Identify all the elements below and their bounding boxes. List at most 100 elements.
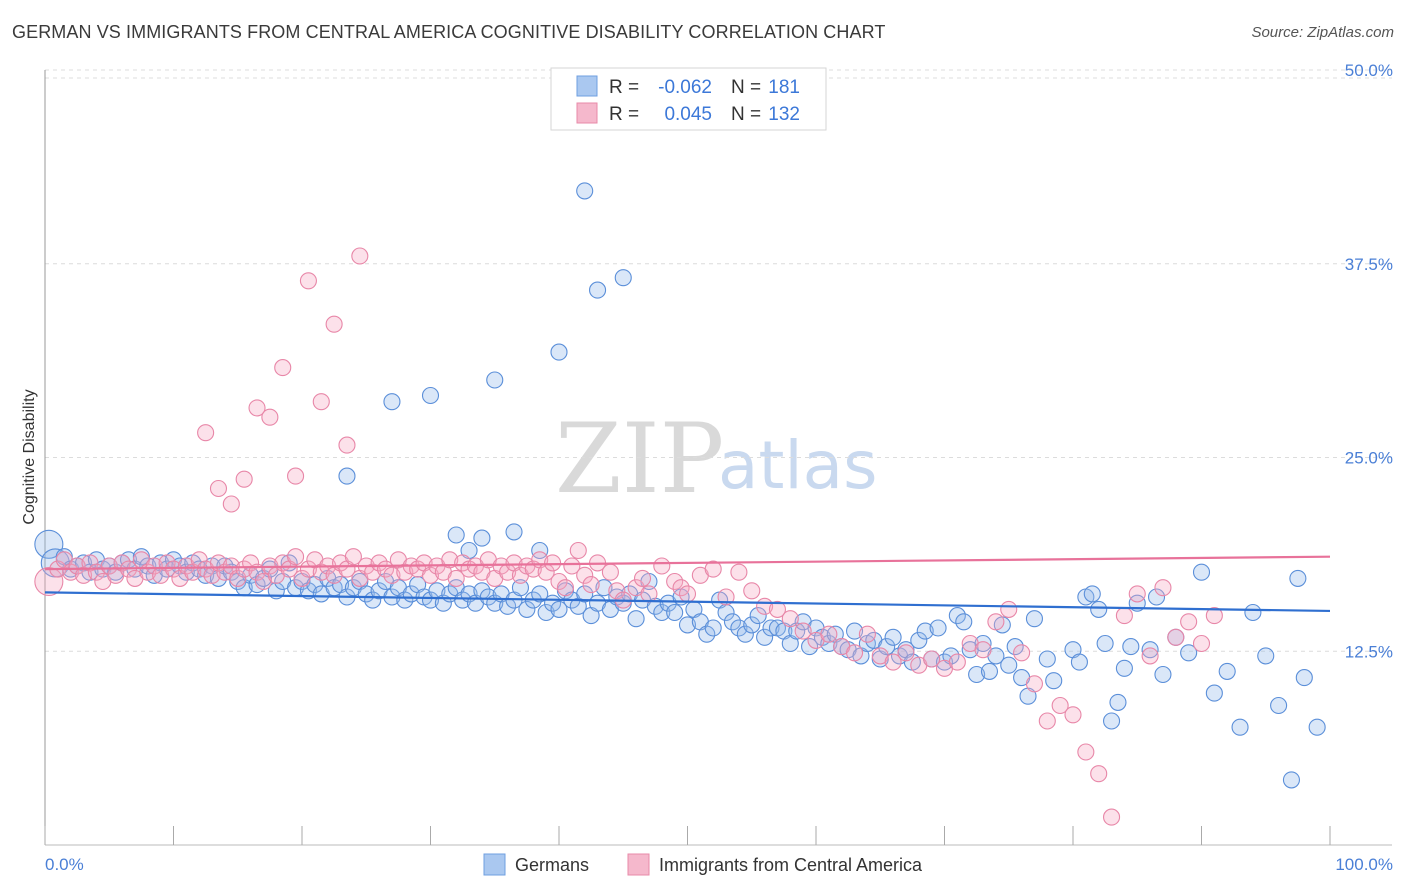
stats-n-germans: 181 [768, 77, 800, 98]
data-point-immigrants [897, 644, 915, 662]
data-point-germans [576, 182, 594, 200]
data-point-immigrants [344, 548, 362, 566]
data-point-immigrants [1090, 765, 1108, 783]
data-point-germans [473, 529, 491, 547]
x-tick-marks [44, 826, 1331, 845]
data-point-immigrants [1180, 613, 1198, 631]
watermark-atlas: atlas [718, 427, 878, 504]
data-point-immigrants [1051, 696, 1069, 715]
data-point-immigrants [145, 557, 163, 575]
data-point-immigrants [948, 653, 966, 671]
data-point-germans [421, 386, 440, 405]
data-point-immigrants [68, 557, 86, 575]
data-point-immigrants [293, 569, 311, 587]
data-point-immigrants [299, 560, 317, 578]
data-point-immigrants [601, 563, 619, 581]
series-germans [34, 182, 1326, 789]
data-point-germans [1038, 650, 1056, 668]
data-point-immigrants [820, 625, 838, 643]
data-point-immigrants [858, 625, 876, 643]
data-point-immigrants [383, 566, 401, 584]
data-point-immigrants [582, 576, 600, 594]
stats-box: R = -0.062 N = 181 R = 0.045 N = 132 [550, 67, 827, 131]
data-point-germans [1122, 638, 1140, 656]
data-point-germans [678, 616, 697, 634]
x-tick-label-min: 0.0% [45, 855, 84, 874]
y-tick-label: 50.0% [1345, 61, 1393, 80]
data-point-immigrants [640, 585, 658, 603]
data-point-germans [730, 619, 748, 637]
data-point-germans [762, 619, 780, 637]
y-tick-label: 12.5% [1345, 642, 1393, 661]
trend-lines [44, 555, 1331, 613]
data-point-germans [1308, 718, 1326, 736]
data-point-germans [974, 634, 992, 653]
data-point-germans [884, 628, 902, 646]
data-point-germans [878, 638, 896, 656]
legend: Germans Immigrants from Central America [483, 853, 923, 876]
data-point-germans [666, 603, 684, 622]
data-point-immigrants [987, 613, 1005, 631]
data-point-germans [1006, 638, 1024, 656]
data-point-immigrants [34, 566, 64, 597]
data-point-immigrants [569, 541, 587, 560]
data-point-germans [749, 607, 767, 625]
data-point-germans [1147, 588, 1166, 606]
data-point-immigrants [1141, 647, 1159, 665]
data-point-germans [627, 610, 645, 628]
data-point-germans [948, 607, 966, 625]
data-point-germans [910, 631, 928, 649]
data-point-immigrants [261, 408, 279, 426]
data-point-germans [916, 622, 934, 640]
data-point-germans [1109, 693, 1127, 711]
data-point-germans [1115, 659, 1133, 677]
data-point-immigrants [197, 424, 215, 442]
data-point-germans [537, 603, 555, 622]
source-credit: Source: ZipAtlas.com [1251, 24, 1394, 41]
data-point-immigrants [454, 554, 472, 572]
data-point-germans [1045, 672, 1063, 690]
data-point-immigrants [287, 548, 305, 566]
data-point-germans [1244, 603, 1262, 622]
data-point-immigrants [556, 579, 574, 597]
data-point-germans [820, 634, 838, 653]
data-point-immigrants [666, 572, 684, 591]
data-point-germans [756, 628, 774, 646]
data-point-immigrants [1192, 634, 1211, 653]
data-point-immigrants [1154, 579, 1172, 597]
data-point-immigrants [312, 393, 330, 411]
y-tick-label: 25.0% [1345, 449, 1393, 468]
trend-line-germans [44, 591, 1331, 613]
y-tick-label: 37.5% [1345, 255, 1393, 274]
data-point-germans [614, 269, 632, 287]
legend-swatch-germans [483, 853, 506, 876]
stats-swatch-immigrants [576, 102, 598, 124]
data-point-germans [1096, 634, 1114, 653]
data-point-germans [1103, 712, 1121, 730]
data-point-immigrants [1115, 607, 1133, 625]
data-point-immigrants [338, 436, 356, 454]
data-point-immigrants [550, 572, 568, 591]
legend-label-immigrants: Immigrants from Central America [659, 855, 923, 875]
y-axis-title: Cognitive Disability [21, 389, 38, 524]
data-point-immigrants [396, 563, 414, 581]
data-point-germans [139, 557, 157, 575]
data-point-immigrants [923, 650, 941, 668]
data-point-germans [743, 616, 761, 634]
y-tick-labels: 12.5% 25.0% 37.5% 50.0% [1345, 61, 1393, 661]
data-point-immigrants [781, 610, 799, 628]
data-point-germans [531, 585, 549, 603]
data-point-germans [1205, 684, 1223, 702]
data-point-immigrants [1064, 706, 1082, 724]
data-point-immigrants [274, 359, 292, 377]
data-point-germans [1289, 569, 1307, 587]
watermark-zip: ZIP [555, 403, 724, 515]
data-point-immigrants [730, 563, 748, 581]
series-immigrants [34, 247, 1223, 826]
data-point-germans [511, 579, 530, 597]
stats-r-label: R = [609, 77, 639, 98]
data-point-germans [1141, 641, 1159, 659]
data-point-immigrants [209, 479, 228, 498]
data-point-immigrants [544, 554, 562, 572]
